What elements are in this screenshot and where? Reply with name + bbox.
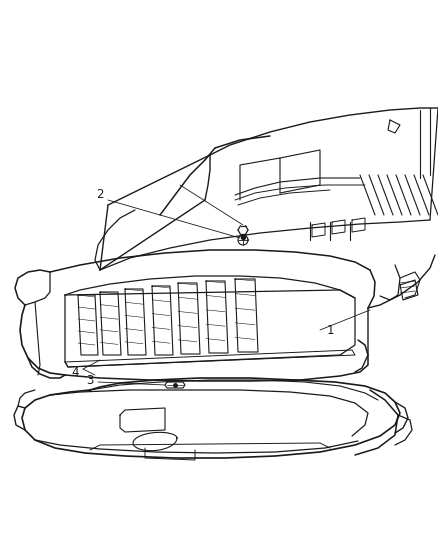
Text: 4: 4 [71,366,79,378]
Text: 1: 1 [326,324,334,336]
Text: 3: 3 [86,374,94,386]
Text: 2: 2 [96,189,104,201]
